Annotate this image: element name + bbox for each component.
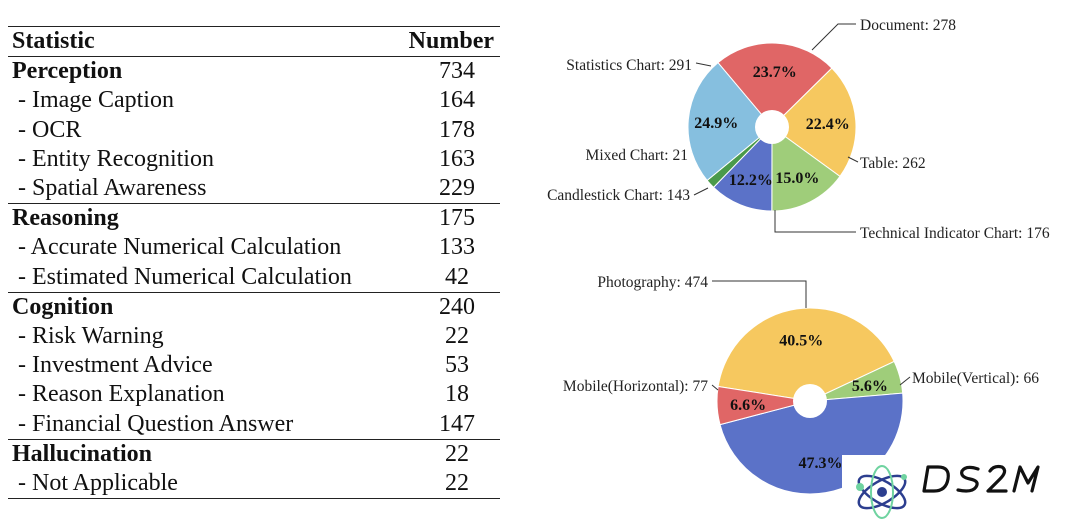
table-row: - Not Applicable 22 [8, 469, 500, 498]
table-row: - OCR 178 [8, 116, 500, 145]
table-header-row: Statistic Number [8, 27, 500, 56]
table-row: - Investment Advice 53 [8, 351, 500, 380]
pie-slice [687, 61, 773, 182]
table-bottom-rule [8, 498, 500, 499]
row-label: - Not Applicable [18, 469, 178, 496]
slice-percent-label: 5.6% [852, 378, 888, 395]
slice-callout-label: Mobile(Horizontal): 77 [563, 378, 708, 395]
row-value: 133 [439, 234, 475, 261]
table-row: - Risk Warning 22 [8, 322, 500, 351]
group-label: Perception [12, 58, 123, 85]
row-value: 147 [439, 410, 475, 437]
table-row: - Estimated Numerical Calculation 42 [8, 263, 500, 292]
row-value: 18 [445, 381, 469, 408]
row-value: 164 [439, 87, 475, 114]
donut-hole [793, 384, 827, 418]
slice-percent-label: 40.5% [779, 333, 823, 350]
pie-slice [717, 307, 895, 402]
slice-callout-label: Statistics Chart: 291 [566, 57, 692, 74]
group-rule [8, 291, 500, 293]
slice-callout-label: Document: 278 [860, 17, 956, 34]
row-label: - Accurate Numerical Calculation [18, 234, 342, 261]
table-row: - Image Caption 164 [8, 86, 500, 115]
table-header-rule [8, 56, 500, 58]
watermark-logo [842, 455, 1080, 525]
slice-callout-label: Photography: 474 [597, 274, 708, 291]
group-row-perception: Perception 734 [8, 57, 500, 86]
slice-percent-label: 15.0% [775, 170, 819, 187]
slice-callout-label: Mixed Chart: 21 [586, 147, 688, 164]
table-row: - Spatial Awareness 229 [8, 174, 500, 203]
row-value: 22 [445, 469, 469, 496]
row-label: - Financial Question Answer [18, 410, 294, 437]
donut-hole [755, 110, 789, 144]
callout-leader-line [811, 23, 856, 51]
group-row-reasoning: Reasoning 175 [8, 204, 500, 233]
statistics-table: Statistic Number Perception 734 - Image … [8, 26, 500, 499]
row-label: - Risk Warning [18, 322, 164, 349]
group-value: 734 [439, 58, 475, 85]
table-row: - Entity Recognition 163 [8, 145, 500, 174]
group-rule [8, 438, 500, 440]
pie-slice [771, 67, 857, 178]
table-top-rule [8, 26, 500, 27]
pie-slice [716, 385, 811, 426]
ds2m-logo-icon [856, 464, 1040, 519]
group-value: 240 [439, 293, 475, 320]
row-value: 163 [439, 145, 475, 172]
slice-percent-label: 12.2% [729, 172, 773, 189]
pie-slice [712, 125, 773, 212]
slice-callout-label: Candlestick Chart: 143 [547, 187, 690, 204]
callout-leader-line [693, 187, 709, 196]
table-row: - Financial Question Answer 147 [8, 409, 500, 438]
callout-leader-line [711, 384, 719, 391]
row-label: - Investment Advice [18, 352, 213, 379]
table-row: - Accurate Numerical Calculation 133 [8, 233, 500, 262]
group-label: Hallucination [12, 440, 153, 467]
row-label: - Spatial Awareness [18, 175, 207, 202]
header-number: Number [408, 28, 494, 55]
group-label: Reasoning [12, 205, 119, 232]
callout-leader-line [712, 280, 807, 308]
row-value: 178 [439, 116, 475, 143]
group-row-hallucination: Hallucination 22 [8, 440, 500, 469]
slice-percent-label: 6.6% [730, 397, 766, 414]
row-label: - Reason Explanation [18, 381, 225, 408]
row-label: - Image Caption [18, 87, 174, 114]
callout-leader-line [847, 156, 859, 163]
slice-percent-label: 24.9% [694, 115, 738, 132]
row-value: 42 [445, 263, 469, 290]
row-label: - Entity Recognition [18, 145, 214, 172]
row-value: 229 [439, 175, 475, 202]
group-row-cognition: Cognition 240 [8, 293, 500, 322]
group-label: Cognition [12, 293, 114, 320]
pie-slice [717, 42, 833, 128]
group-value: 22 [445, 440, 469, 467]
slice-callout-label: Technical Indicator Chart: 176 [860, 225, 1050, 242]
table-row: - Reason Explanation 18 [8, 380, 500, 409]
row-label: - Estimated Numerical Calculation [18, 263, 352, 290]
slice-callout-label: Mobile(Vertical): 66 [912, 370, 1039, 387]
slice-percent-label: 23.7% [753, 64, 797, 81]
group-rule [8, 203, 500, 205]
callout-leader-line [899, 376, 911, 386]
header-statistic: Statistic [12, 28, 95, 55]
callout-leader-line [774, 210, 856, 233]
group-value: 175 [439, 205, 475, 232]
row-value: 53 [445, 352, 469, 379]
callout-leader-line [695, 62, 712, 67]
row-value: 22 [445, 322, 469, 349]
slice-percent-label: 22.4% [806, 116, 850, 133]
pie-chart-1: 23.7% Document: 278 22.4% Table: 262 15.0% Te… [547, 17, 1050, 242]
slice-percent-label: 47.3% [799, 455, 843, 472]
slice-callout-label: Table: 262 [860, 155, 926, 172]
row-label: - OCR [18, 116, 82, 143]
